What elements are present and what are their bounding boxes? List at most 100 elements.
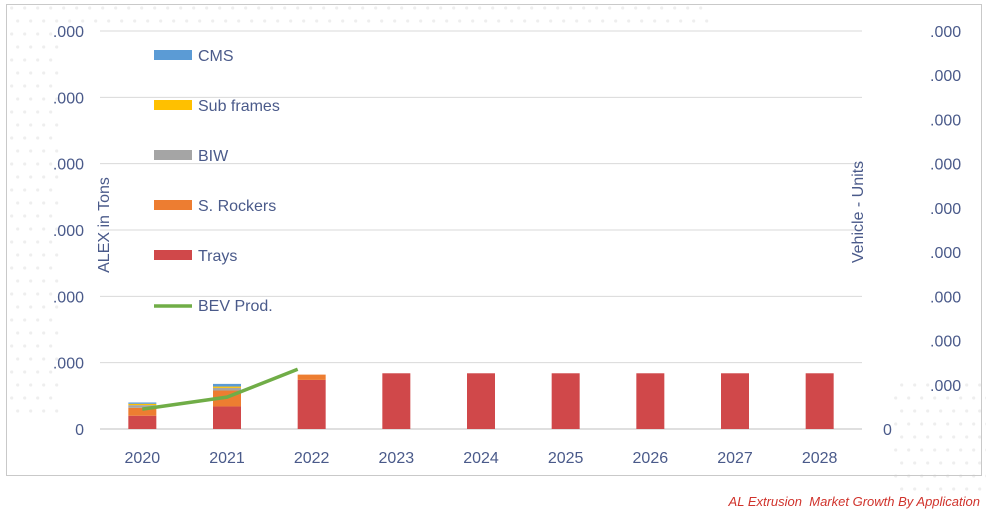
background-dot — [49, 32, 53, 36]
background-dot — [23, 136, 27, 140]
background-dot — [55, 175, 59, 179]
background-dot — [517, 6, 521, 10]
background-dot — [42, 253, 46, 257]
background-dot — [952, 409, 956, 413]
background-dot — [465, 6, 469, 10]
background-dot — [55, 383, 59, 387]
background-dot — [29, 45, 33, 49]
background-dot — [426, 6, 430, 10]
background-dot — [49, 84, 53, 88]
background-dot — [16, 253, 20, 257]
background-dot — [49, 58, 53, 62]
background-dot — [926, 435, 930, 439]
background-dot — [133, 19, 137, 23]
background-dot — [36, 6, 40, 10]
background-dot — [907, 422, 911, 426]
background-dot — [341, 19, 345, 23]
background-dot — [309, 6, 313, 10]
background-dot — [55, 409, 59, 413]
background-dot — [42, 149, 46, 153]
background-dot — [705, 19, 709, 23]
legend-label: BEV Prod. — [198, 298, 273, 315]
background-dot — [900, 409, 904, 413]
background-dot — [257, 6, 261, 10]
background-dot — [965, 435, 969, 439]
y-tick-label-right: .000 — [930, 68, 961, 85]
background-dot — [978, 383, 982, 387]
background-dot — [439, 6, 443, 10]
background-dot — [653, 19, 657, 23]
background-dot — [75, 6, 79, 10]
background-dot — [42, 357, 46, 361]
y-axis-left: .000 .000 .000 .000 .000 .000 0 — [53, 24, 84, 439]
background-dot — [972, 448, 976, 452]
background-dot — [900, 461, 904, 465]
background-dot — [952, 435, 956, 439]
background-dot — [29, 201, 33, 205]
background-dot — [588, 19, 592, 23]
background-dot — [36, 84, 40, 88]
background-dot — [36, 214, 40, 218]
bar-segment — [467, 373, 495, 429]
background-dot — [23, 370, 27, 374]
legend-swatch — [154, 50, 192, 60]
background-dot — [523, 19, 527, 23]
background-dot — [23, 58, 27, 62]
legend-swatch — [154, 200, 192, 210]
background-dot — [49, 136, 53, 140]
background-dot — [153, 6, 157, 10]
background-dot — [55, 123, 59, 127]
x-tick-label: 2023 — [379, 450, 415, 467]
legend-label: CMS — [198, 48, 234, 65]
background-dot — [55, 201, 59, 205]
x-tick-label: 2021 — [209, 450, 245, 467]
background-dot — [900, 435, 904, 439]
background-dot — [49, 370, 53, 374]
background-dot — [140, 6, 144, 10]
background-dot — [42, 175, 46, 179]
background-dot — [907, 396, 911, 400]
background-dot — [29, 19, 33, 23]
background-dot — [29, 305, 33, 309]
background-dot — [94, 19, 98, 23]
background-dot — [595, 6, 599, 10]
background-dot — [62, 6, 66, 10]
background-dot — [185, 19, 189, 23]
background-dot — [471, 19, 475, 23]
background-dot — [16, 149, 20, 153]
background-dot — [978, 435, 982, 439]
background-dot — [23, 84, 27, 88]
background-dot — [686, 6, 690, 10]
background-dot — [16, 201, 20, 205]
background-dot — [556, 6, 560, 10]
background-dot — [179, 6, 183, 10]
background-dot — [939, 435, 943, 439]
background-dot — [81, 19, 85, 23]
background-dot — [348, 6, 352, 10]
background-dot — [10, 344, 14, 348]
background-dot — [894, 396, 898, 400]
background-dot — [49, 344, 53, 348]
background-dot — [55, 227, 59, 231]
x-tick-label: 2028 — [802, 450, 838, 467]
y-tick-label-right: .000 — [930, 378, 961, 395]
background-dot — [16, 331, 20, 335]
background-dot — [36, 370, 40, 374]
background-dot — [29, 123, 33, 127]
background-dot — [978, 409, 982, 413]
background-dot — [42, 331, 46, 335]
background-dot — [36, 58, 40, 62]
background-dot — [68, 19, 72, 23]
bars — [128, 373, 834, 429]
x-tick-label: 2022 — [294, 450, 330, 467]
background-dot — [29, 357, 33, 361]
background-dot — [913, 383, 917, 387]
background-dot — [413, 6, 417, 10]
y-axis-title-left: ALEX in Tons — [96, 177, 113, 273]
background-dot — [913, 487, 917, 491]
background-dot — [55, 279, 59, 283]
background-dot — [10, 370, 14, 374]
background-dot — [159, 19, 163, 23]
background-dot — [16, 71, 20, 75]
